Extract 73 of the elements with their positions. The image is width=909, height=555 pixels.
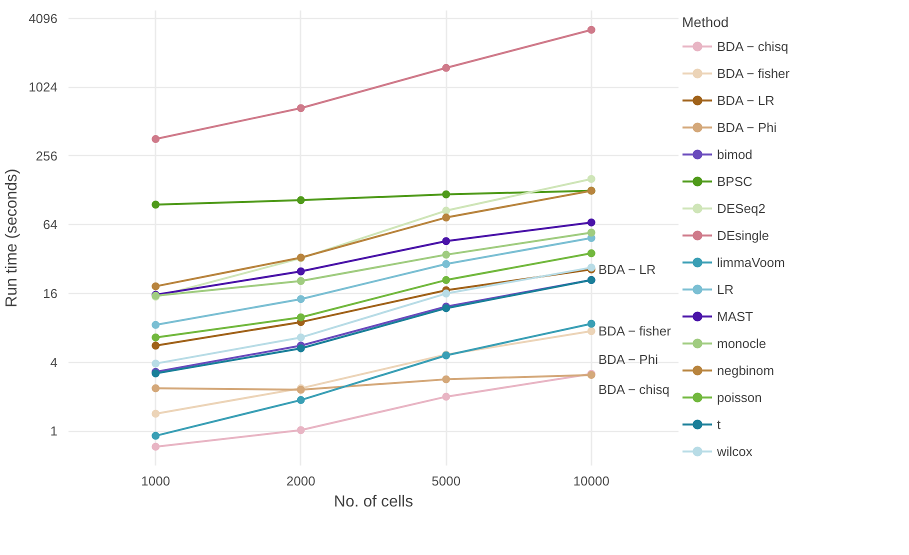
- point: [152, 333, 160, 342]
- point: [296, 426, 305, 434]
- y-tick-label: 256: [36, 148, 58, 164]
- y-tick-label: 4: [50, 354, 58, 370]
- legend-label: DESeq2: [717, 200, 766, 218]
- point: [152, 360, 160, 368]
- point: [152, 384, 160, 392]
- legend-label: BDA − chisq: [717, 38, 788, 56]
- point: [296, 104, 305, 112]
- legend-label: LR: [717, 280, 735, 298]
- point: [152, 320, 160, 329]
- point: [587, 320, 596, 328]
- point: [442, 237, 450, 246]
- point: [587, 26, 596, 34]
- point: [442, 260, 450, 268]
- legend-label: monocle: [717, 334, 766, 352]
- x-tick-label: 1000: [141, 474, 170, 488]
- point: [587, 174, 596, 183]
- point: [152, 442, 160, 451]
- point: [296, 313, 305, 322]
- point: [587, 327, 596, 336]
- point: [296, 333, 305, 342]
- legend-label: bimod: [717, 146, 752, 164]
- legend-label: MAST: [717, 308, 754, 326]
- point: [442, 375, 450, 384]
- point: [296, 276, 305, 285]
- point: [152, 342, 160, 350]
- legend-label: negbinom: [717, 362, 774, 380]
- point: [296, 344, 305, 352]
- point: [442, 290, 450, 298]
- point: [152, 410, 160, 418]
- point: [296, 396, 305, 404]
- point: [296, 196, 305, 204]
- y-tick-label: 4096: [28, 10, 58, 26]
- y-tick-label: 1024: [28, 80, 58, 95]
- legend-label: BPSC: [717, 172, 752, 190]
- y-tick-label: 64: [43, 217, 58, 232]
- point: [442, 392, 450, 401]
- x-tick-label: 5000: [432, 474, 461, 488]
- point: [442, 206, 450, 215]
- x-axis-title: No. of cells: [334, 494, 414, 510]
- point: [152, 135, 160, 144]
- legend-label: wilcox: [717, 442, 752, 460]
- point: [152, 282, 160, 290]
- point: [442, 64, 450, 72]
- annotation: BDA − Phi: [598, 352, 658, 367]
- y-axis-title: Run time (seconds): [4, 168, 21, 308]
- point: [587, 249, 596, 258]
- legend-title: Method: [682, 14, 730, 30]
- point: [152, 432, 160, 440]
- legend-label: BDA − fisher: [717, 64, 790, 82]
- legend-label: BDA − Phi: [717, 118, 777, 136]
- legend-label: limmaVoom: [717, 254, 785, 272]
- point: [442, 250, 450, 259]
- point: [152, 200, 160, 209]
- annotation: BDA − fisher: [598, 324, 672, 339]
- point: [442, 190, 450, 198]
- legend-label: BDA − LR: [717, 92, 774, 110]
- x-tick-label: 2000: [286, 474, 316, 488]
- point: [296, 295, 305, 304]
- legend-label: t: [717, 416, 722, 434]
- legend-label: poisson: [717, 388, 762, 407]
- point: [587, 228, 596, 237]
- legend-label: DEsingle: [717, 226, 770, 245]
- x-tick-label: 10000: [573, 474, 610, 488]
- annotation: BDA − chisq: [598, 382, 670, 397]
- y-tick-label: 1: [50, 424, 58, 439]
- y-tick-label: 16: [43, 286, 58, 302]
- point: [442, 276, 450, 284]
- annotation: BDA − LR: [598, 262, 656, 277]
- point: [296, 267, 305, 276]
- point: [442, 214, 450, 222]
- point: [587, 218, 596, 226]
